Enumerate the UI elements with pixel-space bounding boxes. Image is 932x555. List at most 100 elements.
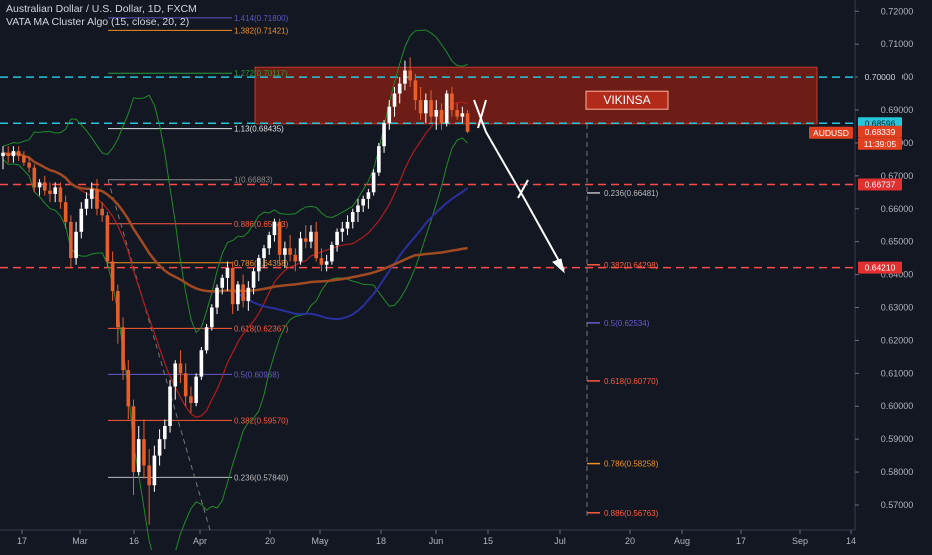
time-tick-label: Aug (674, 536, 690, 546)
price-axis-label: 0.68596 (865, 118, 896, 128)
candle-body (199, 350, 204, 377)
candle-body (204, 327, 209, 351)
price-axis-label: 0.64210 (865, 263, 896, 273)
candle-body (256, 258, 261, 272)
candle-body (126, 370, 131, 407)
candle-body (324, 261, 329, 265)
candle-body (147, 465, 151, 486)
time-tick-label: 14 (846, 536, 856, 546)
candle-body (272, 221, 277, 236)
candle-body (11, 151, 16, 157)
candle-body (142, 439, 146, 466)
price-tick-label: 0.71000 (881, 39, 914, 49)
candle-body (345, 221, 350, 229)
price-axis-label: 0.66737 (865, 179, 896, 189)
fib-projection-label: 0.786(0.58258) (604, 460, 659, 469)
fib-retracement-label: 1.414(0.71800) (234, 14, 289, 23)
candle-body (178, 363, 183, 374)
price-tick-label: 0.64000 (881, 270, 914, 280)
candle-body (434, 110, 439, 117)
time-tick-label: Mar (72, 536, 88, 546)
candle-body (163, 425, 167, 440)
price-tick-label: 0.57000 (881, 500, 914, 510)
price-axis-label-bg (858, 261, 902, 274)
time-tick-label: 17 (736, 536, 746, 546)
fib-projection-label: 0.886(0.56763) (604, 509, 659, 518)
price-tick-label: 0.66000 (881, 204, 914, 214)
resistance-zone-label-box (585, 90, 669, 110)
candle-body (1, 152, 5, 157)
fib-retracement-label: 0.382(0.59570) (234, 416, 289, 425)
time-tick-label: Sep (792, 536, 808, 546)
forecast-arrow-secondary (517, 179, 529, 199)
candle-body (277, 221, 282, 255)
candle-body (63, 202, 68, 222)
candle-body (429, 100, 433, 117)
candle-body (6, 152, 11, 157)
candle-body (382, 123, 386, 147)
fib-projection-label: 0.382(0.64298) (604, 261, 659, 270)
candle-body (105, 215, 110, 262)
candle-body (74, 231, 78, 259)
symbol-title[interactable]: Australian Dollar / U.S. Dollar, 1D, FXC… (6, 3, 197, 15)
fib-retracement-label: 0.5(0.60968) (234, 370, 280, 379)
forecast-arrow-line (473, 99, 565, 271)
time-tick-label: 20 (625, 536, 635, 546)
fib-projection-label: 0.618(0.60770) (604, 377, 659, 386)
candle-body (173, 363, 178, 387)
chart-header: Australian Dollar / U.S. Dollar, 1D, FXC… (6, 3, 197, 29)
candle-body (152, 455, 157, 486)
candle-body (58, 187, 63, 203)
price-tick-label: 0.63000 (881, 302, 914, 312)
candle-body (42, 182, 47, 191)
candle-body (100, 208, 104, 216)
fib-retracement-label: 0.786(0.64358) (234, 259, 289, 268)
price-tick-label: 0.67000 (881, 171, 914, 181)
fib-retracement-label: 0.618(0.62367) (234, 324, 289, 333)
price-axis-label: 0.68339 (865, 127, 896, 137)
candle-body (303, 238, 308, 242)
time-tick-label: Apr (193, 536, 207, 546)
indicator-title[interactable]: VATA MA Cluster Algo (15, close, 20, 2) (6, 16, 190, 28)
time-tick-label: 18 (376, 536, 386, 546)
candle-body (32, 167, 37, 188)
candle-body (16, 151, 21, 157)
candle-body (157, 439, 162, 456)
candle-body (215, 287, 219, 308)
candle-body (418, 100, 423, 114)
candle-body (210, 307, 214, 328)
time-tick-label: Jul (554, 536, 566, 546)
candle-body (79, 208, 84, 232)
time-tick-label: 15 (483, 536, 493, 546)
candle-body (450, 93, 454, 111)
candle-body (366, 192, 371, 199)
candle-body (37, 182, 42, 188)
price-axis-label: 11:39:05 (864, 139, 897, 149)
ma-fast-line (2, 101, 468, 418)
candle-body (84, 198, 89, 209)
price-axis-label-bg (809, 126, 853, 139)
fib-retracement-label: 0.236(0.57840) (234, 473, 289, 482)
candle-body (95, 189, 99, 209)
time-tick-label: May (311, 536, 329, 546)
fib-retracement-label: 1.272(0.70117) (234, 69, 288, 78)
time-tick-label: 20 (265, 536, 275, 546)
candle-body (110, 261, 115, 292)
candle-body (48, 190, 52, 194)
candle-body (413, 80, 418, 101)
candle-body (314, 231, 318, 259)
price-axis-label: AUDUSD (813, 128, 849, 138)
fib-retracement-label: 1(0.66883) (234, 176, 273, 185)
candle-body (241, 284, 245, 301)
price-tick-label: 0.58000 (881, 467, 914, 477)
candle-body (361, 198, 365, 206)
candle-body (121, 327, 125, 371)
fib-retracement-label: 1.382(0.71421) (234, 26, 289, 35)
forecast-arrow-head (552, 258, 565, 274)
price-axis-label-bg (858, 125, 902, 138)
candle-body (136, 439, 141, 473)
candle-body (293, 254, 298, 262)
forecast-arrow-small (477, 99, 487, 129)
